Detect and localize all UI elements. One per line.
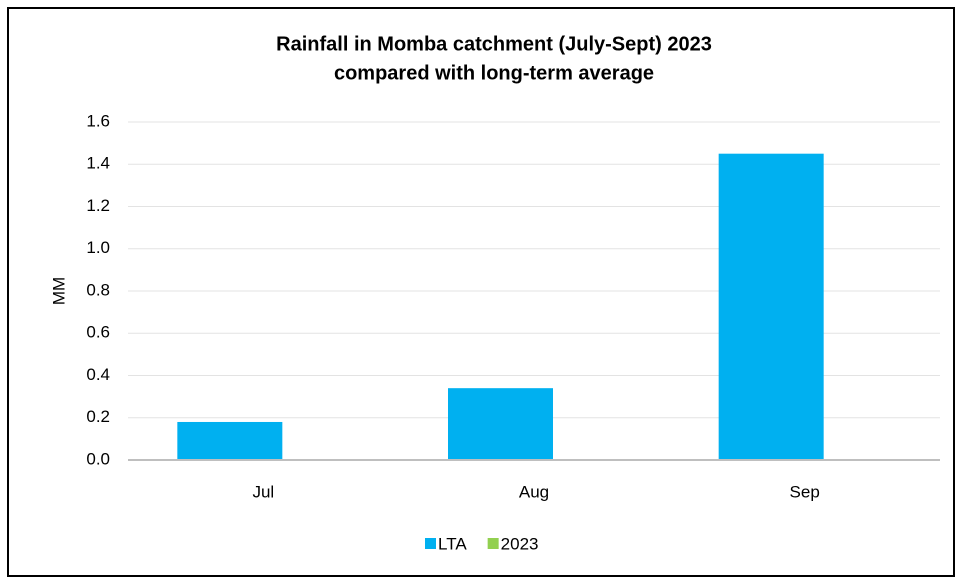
y-tick-label: 0.0 — [86, 449, 110, 468]
bar — [448, 388, 553, 460]
chart-title: compared with long-term average — [334, 62, 654, 84]
legend-label: 2023 — [501, 534, 539, 553]
y-tick-label: 1.2 — [86, 196, 110, 215]
y-tick-label: 1.0 — [86, 238, 110, 257]
legend-label: LTA — [438, 534, 467, 553]
y-tick-label: 0.6 — [86, 323, 110, 342]
y-axis-label: MM — [49, 277, 68, 305]
chart-title: Rainfall in Momba catchment (July-Sept) … — [276, 33, 712, 55]
y-tick-label: 1.4 — [86, 154, 110, 173]
legend-swatch — [487, 538, 499, 549]
y-tick-label: 0.8 — [86, 280, 110, 299]
x-tick-label: Aug — [519, 482, 549, 501]
x-tick-label: Jul — [252, 482, 274, 501]
bar — [718, 153, 824, 460]
y-tick-label: 1.6 — [86, 111, 110, 130]
y-tick-label: 0.4 — [86, 365, 110, 384]
x-tick-label: Sep — [790, 482, 820, 501]
legend-swatch — [425, 538, 436, 549]
bar — [177, 421, 283, 460]
y-tick-label: 0.2 — [86, 407, 110, 426]
